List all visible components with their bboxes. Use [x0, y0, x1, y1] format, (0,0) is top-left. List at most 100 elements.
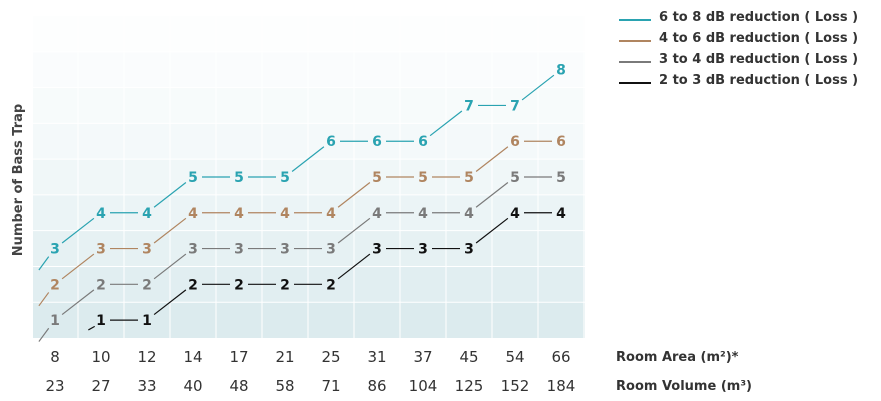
data-point-label: 4 [188, 206, 198, 222]
x-tick-label: 152 [501, 377, 530, 395]
data-point-label: 2 [188, 277, 198, 293]
x-tick-label: 48 [229, 377, 248, 395]
series-segment [475, 217, 509, 244]
x-tick-label: 31 [367, 348, 386, 366]
data-point-label: 3 [464, 242, 474, 258]
x-tick-label: 14 [183, 348, 202, 366]
x-axis: 8 10 12 14 17 21 25 31 37 45 54 66 Room Area (m²)* 23… [45, 348, 752, 395]
data-point-label: 3 [372, 242, 382, 258]
series-segment [61, 289, 95, 316]
data-point-label: 2 [142, 277, 152, 293]
x-tick-label: 25 [321, 348, 340, 366]
series-segment [475, 182, 509, 208]
legend-label: 4 to 6 dB reduction ( Loss ) [659, 31, 858, 46]
data-point-label: 6 [326, 134, 336, 150]
series-segment [337, 217, 371, 244]
data-point-label: 4 [234, 206, 244, 222]
data-point-label: 5 [188, 170, 198, 186]
x-tick-label: 37 [413, 348, 432, 366]
x-tick-label: 71 [321, 377, 340, 395]
series-segment [61, 253, 95, 280]
x-tick-label: 12 [137, 348, 156, 366]
background-band [33, 51, 585, 88]
background-band [33, 159, 585, 195]
data-point-label: 6 [510, 134, 520, 150]
legend-item: 6 to 8 dB reduction ( Loss ) [619, 10, 858, 25]
data-point-label: 1 [50, 313, 60, 329]
series-segment [153, 182, 187, 208]
data-point-label: 4 [510, 206, 520, 222]
x-tick-label: 27 [91, 377, 110, 395]
data-point-label: 5 [280, 170, 290, 186]
data-point-label: 4 [418, 206, 428, 222]
data-point-label: 3 [188, 242, 198, 258]
x-tick-label: 21 [275, 348, 294, 366]
series-segment [38, 256, 50, 271]
data-point-label: 7 [464, 98, 474, 114]
data-point-label: 5 [556, 170, 566, 186]
x-tick-label: 54 [505, 348, 524, 366]
data-point-label: 3 [280, 242, 290, 258]
data-point-label: 6 [556, 134, 566, 150]
series-segment [38, 327, 50, 342]
series-segment [38, 292, 50, 307]
x-tick-label: 125 [455, 377, 484, 395]
x-tick-label: 23 [45, 377, 64, 395]
data-point-label: 3 [142, 242, 152, 258]
data-point-label: 4 [326, 206, 336, 222]
x-axis-label: Room Volume (m³) [616, 379, 752, 394]
series-6-to-8-db-reduction-loss-: 3 4 4 5 5 5 6 6 6 7 7 8 [38, 63, 566, 271]
x-tick-label: 45 [459, 348, 478, 366]
series-segment [153, 253, 187, 280]
legend-item: 2 to 3 dB reduction ( Loss ) [619, 73, 858, 88]
series-segment [337, 182, 371, 208]
series-segment [88, 325, 95, 331]
x-tick-label: 10 [91, 348, 110, 366]
x-tick-label: 104 [409, 377, 438, 395]
data-point-label: 1 [142, 313, 152, 329]
data-point-label: 4 [142, 206, 152, 222]
x-tick-label: 8 [50, 348, 60, 366]
data-point-label: 6 [372, 134, 382, 150]
background-band [33, 123, 585, 160]
data-point-label: 5 [372, 170, 382, 186]
series-segment [153, 217, 187, 244]
series-3-to-4-db-reduction-loss-: 1 2 2 3 3 3 3 4 4 4 5 5 [38, 170, 566, 342]
x-tick-label: 86 [367, 377, 386, 395]
data-point-label: 5 [418, 170, 428, 186]
data-point-label: 2 [234, 277, 244, 293]
data-point-label: 7 [510, 98, 520, 114]
plot-background [33, 16, 585, 338]
data-point-label: 2 [280, 277, 290, 293]
data-point-label: 6 [418, 134, 428, 150]
data-point-label: 4 [372, 206, 382, 222]
legend-label: 6 to 8 dB reduction ( Loss ) [659, 10, 858, 25]
x-tick-label: 66 [551, 348, 570, 366]
x-axis-row: 8 10 12 14 17 21 25 31 37 45 54 66 Room Area (m²)* [50, 348, 738, 366]
data-point-label: 3 [50, 242, 60, 258]
data-point-label: 4 [280, 206, 290, 222]
series-segment [153, 289, 187, 316]
y-axis-label: Number of Bass Trap [11, 104, 26, 256]
x-tick-label: 58 [275, 377, 294, 395]
series-layer: 1 1 2 2 2 2 3 3 3 4 4 1 2 2 3 3 3 3 4 4 4 5 5 2 3 3 4 4 4 4 5 5 5 6 6 3 4 4 5 5… [38, 63, 566, 342]
series-segment [337, 253, 371, 280]
data-point-label: 2 [326, 277, 336, 293]
x-axis-row: 23 27 33 40 48 58 71 86 104 125 152 184 Room Volume … [45, 377, 752, 395]
data-point-label: 3 [96, 242, 106, 258]
data-point-label: 4 [556, 206, 566, 222]
x-axis-label: Room Area (m²)* [616, 350, 739, 365]
data-point-label: 1 [96, 313, 106, 329]
data-point-label: 3 [326, 242, 336, 258]
data-point-label: 3 [418, 242, 428, 258]
series-2-to-3-db-reduction-loss-: 1 1 2 2 2 2 3 3 3 4 4 [88, 206, 566, 331]
series-segment [475, 146, 509, 172]
legend-item: 3 to 4 dB reduction ( Loss ) [619, 52, 858, 67]
series-segment [521, 74, 555, 101]
legend-item: 4 to 6 dB reduction ( Loss ) [619, 31, 858, 46]
data-point-label: 2 [50, 277, 60, 293]
legend-label: 2 to 3 dB reduction ( Loss ) [659, 73, 858, 88]
x-tick-label: 17 [229, 348, 248, 366]
legend: 6 to 8 dB reduction ( Loss ) 4 to 6 dB re… [619, 10, 858, 88]
